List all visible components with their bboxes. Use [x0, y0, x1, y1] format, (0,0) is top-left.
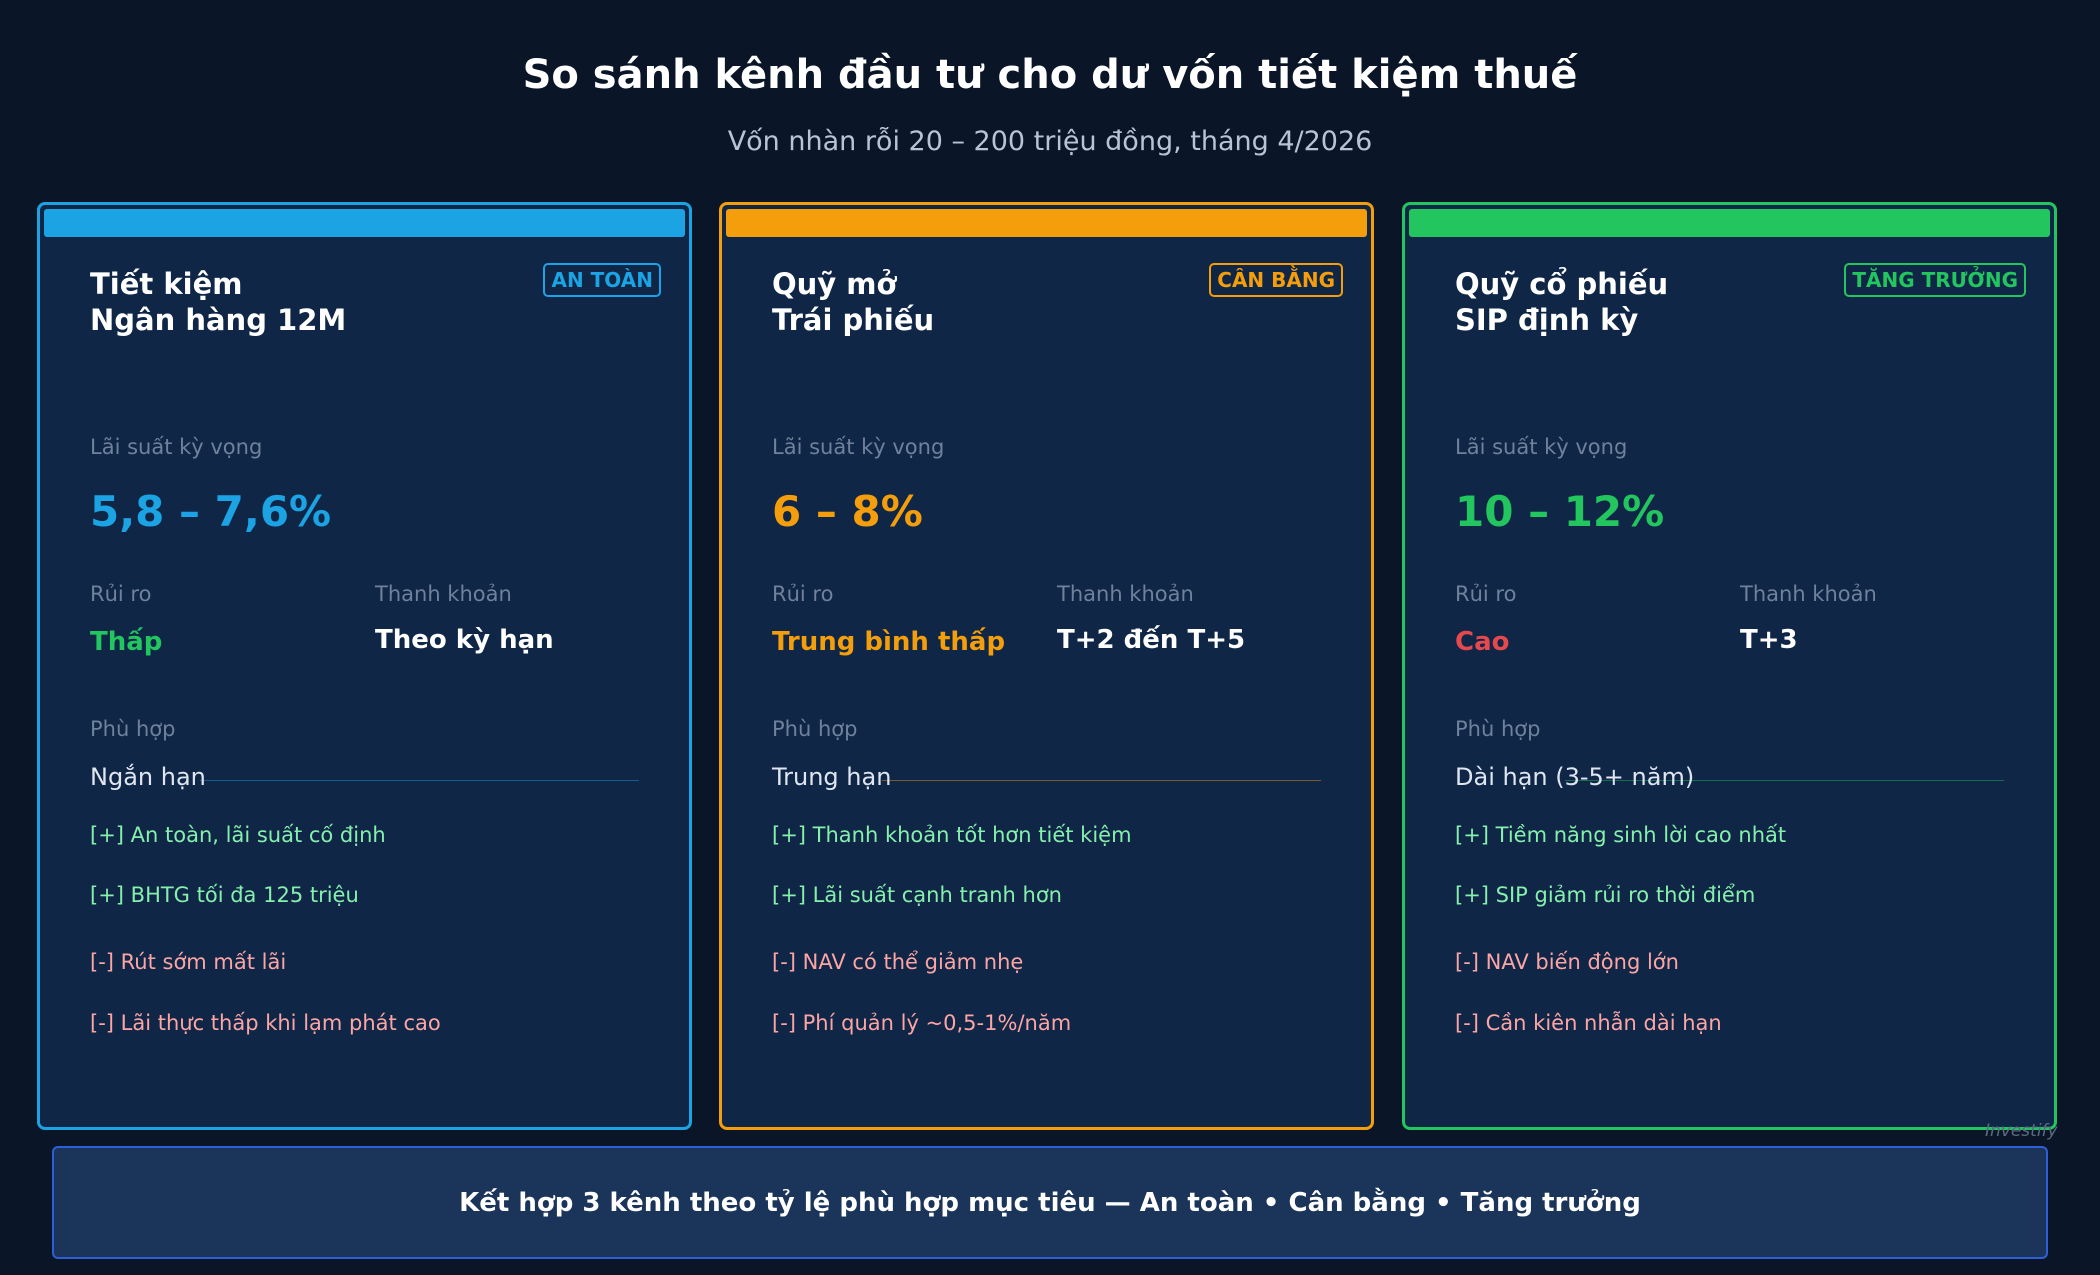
liquidity-label: Thanh khoản	[1057, 582, 1194, 606]
watermark: Investify	[1985, 1121, 2058, 1141]
risk: Thấp	[90, 627, 163, 657]
risk-label: Rủi ro	[1455, 582, 1517, 606]
title: So sánh kênh đầu tư cho dư vốn tiết kiệm…	[522, 52, 1578, 98]
fit: Trung hạn	[772, 763, 892, 791]
pro-item: [+] An toàn, lãi suất cố định	[90, 823, 386, 847]
risk: Cao	[1455, 627, 1510, 657]
fit: Dài hạn (3-5+ năm)	[1455, 763, 1695, 791]
rate: 5,8 – 7,6%	[90, 487, 332, 536]
fit-label: Phù hợp	[90, 717, 176, 741]
fit-label: Phù hợp	[1455, 717, 1541, 741]
card: Quỹ cổ phiếu SIP định kỳ TĂNG TRƯỞNG Lãi su…	[1402, 202, 2057, 1130]
pro-item: [+] SIP giảm rủi ro thời điểm	[1455, 883, 1756, 907]
pro-item: [+] Lãi suất cạnh tranh hơn	[772, 883, 1062, 907]
liquidity-label: Thanh khoản	[1740, 582, 1877, 606]
card: Tiết kiệm Ngân hàng 12M AN TOÀN Lãi suất kỳ…	[37, 202, 692, 1130]
pro-item: [+] Thanh khoản tốt hơn tiết kiệm	[772, 823, 1132, 847]
footer: Kết hợp 3 kênh theo tỷ lệ phù hợp mục ti…	[52, 1146, 2048, 1259]
card-title: Ngân hàng 12M	[90, 303, 347, 337]
badge: AN TOÀN	[543, 263, 661, 297]
card-accent-bar	[44, 209, 685, 237]
pro-item: [+] BHTG tối đa 125 triệu	[90, 883, 359, 907]
fit-label: Phù hợp	[772, 717, 858, 741]
risk-label: Rủi ro	[772, 582, 834, 606]
con-item: [-] Rút sớm mất lãi	[90, 950, 287, 974]
rate: 10 – 12%	[1455, 487, 1665, 536]
rate: 6 – 8%	[772, 487, 923, 536]
card-title: Quỹ cổ phiếu	[1455, 267, 1669, 301]
risk-label: Rủi ro	[90, 582, 152, 606]
divider	[1565, 780, 2004, 781]
liquidity: Theo kỳ hạn	[375, 625, 554, 655]
card-title: SIP định kỳ	[1455, 303, 1639, 337]
divider	[200, 780, 639, 781]
rate-label: Lãi suất kỳ vọng	[1455, 435, 1628, 459]
divider	[882, 780, 1321, 781]
fit: Ngắn hạn	[90, 763, 206, 791]
risk: Trung bình thấp	[772, 627, 1006, 657]
liquidity: T+3	[1740, 625, 1798, 655]
con-item: [-] Cần kiên nhẫn dài hạn	[1455, 1011, 1722, 1035]
card-accent-bar	[726, 209, 1367, 237]
con-item: [-] Lãi thực thấp khi lạm phát cao	[90, 1011, 441, 1035]
liquidity: T+2 đến T+5	[1057, 625, 1246, 655]
liquidity-label: Thanh khoản	[375, 582, 512, 606]
rate-label: Lãi suất kỳ vọng	[90, 435, 263, 459]
con-item: [-] NAV biến động lớn	[1455, 950, 1679, 974]
subtitle: Vốn nhàn rỗi 20 – 200 triệu đồng, tháng …	[727, 126, 1373, 157]
rate-label: Lãi suất kỳ vọng	[772, 435, 945, 459]
card: Quỹ mở Trái phiếu CÂN BẰNG Lãi suất kỳ vọng…	[719, 202, 1374, 1130]
card-accent-bar	[1409, 209, 2050, 237]
card-title: Tiết kiệm	[90, 267, 243, 301]
con-item: [-] NAV có thể giảm nhẹ	[772, 950, 1024, 974]
pro-item: [+] Tiềm năng sinh lời cao nhất	[1455, 823, 1787, 847]
card-title: Trái phiếu	[772, 303, 935, 337]
badge: TĂNG TRƯỞNG	[1844, 263, 2026, 297]
con-item: [-] Phí quản lý ~0,5-1%/năm	[772, 1011, 1072, 1035]
badge: CÂN BẰNG	[1209, 263, 1343, 297]
card-title: Quỹ mở	[772, 267, 897, 301]
